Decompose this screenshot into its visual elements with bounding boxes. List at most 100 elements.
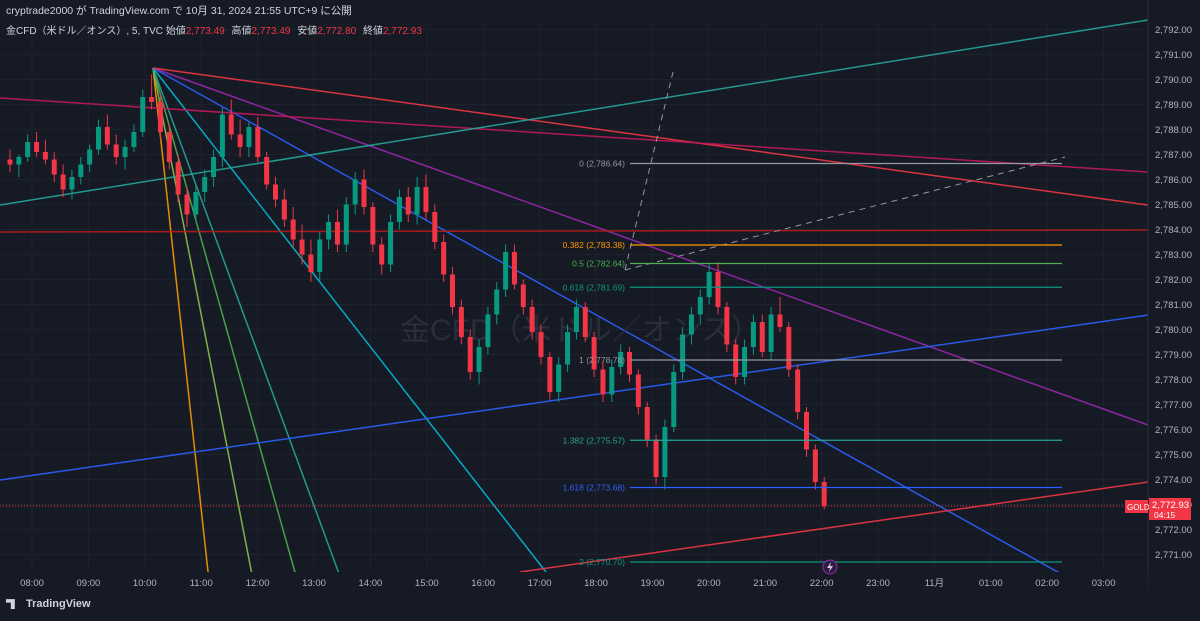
price-axis-bg [1148,0,1200,590]
time-tick-label: 15:00 [415,578,439,589]
tv-logo-icon [6,599,15,610]
candle-body [361,179,367,207]
candle-body [671,372,677,427]
candle-body [724,307,730,345]
candle-body [51,159,57,175]
candle-body [680,334,686,372]
candle-body [104,127,110,145]
candle-body [821,482,827,507]
candle-body [264,157,270,185]
close-value: 2,772.93 [382,26,422,37]
candle-body [653,439,659,477]
time-tick-label: 23:00 [866,578,890,589]
candle-body [538,332,544,357]
candle-body [520,284,526,307]
candle-body [804,412,809,450]
drawing-line [152,67,1149,426]
fib-levels: 0 (2,786.64) 0.382 (2,783.38) 0.5 (2,782.6… [563,159,1062,567]
candle-body [547,357,553,392]
last-price-symbol: GOLD [1127,503,1150,512]
candle-body [688,314,694,335]
candle-body [777,314,783,327]
candle-body [503,252,509,290]
candle-body [219,114,225,157]
time-axis[interactable]: 08:00 09:00 10:00 11:00 12:00 13:00 14:00 15:00… [0,572,1148,592]
price-tick-label: 2,784.00 [1155,225,1192,236]
candle-body [618,352,624,367]
candle-body [388,222,394,265]
candle-body [600,369,606,395]
price-axis[interactable]: 2,771.002,772.002,773.002,774.002,775.00… [1147,0,1200,590]
time-tick-label: 11:00 [190,578,213,589]
candle-body [290,219,296,240]
drawing-line [152,67,301,591]
candle-body [405,197,411,215]
time-tick-label: 20:00 [697,578,721,589]
last-price-countdown: 04:15 [1154,510,1176,520]
candle-body [166,132,172,162]
candle-body [662,427,668,477]
candle-body [34,142,40,152]
price-tick-label: 2,777.00 [1155,400,1192,411]
candle-body [273,184,278,200]
drawing-line [0,229,1149,233]
publisher-info: cryptrade2000 が TradingView.com で 10月 31… [6,5,352,17]
time-tick-label: 03:00 [1092,578,1116,589]
lightning-icon[interactable] [822,559,838,575]
price-tick-label: 2,776.00 [1155,425,1192,436]
fib-level-label: 1.382 (2,775.57) [563,435,626,445]
candle-body [42,152,48,160]
candle-body [299,239,305,255]
candle-body [343,204,349,245]
grid [0,22,1148,572]
price-tick-label: 2,785.00 [1155,200,1192,211]
candle-body [193,192,199,215]
candle-body [423,187,429,212]
candle-body [246,127,252,147]
candle-body [414,187,420,215]
high-value: 2,773.49 [251,26,291,37]
candle-body [759,322,765,352]
candle-body [768,314,774,352]
price-tick-label: 2,786.00 [1155,175,1192,186]
candle-body [450,274,455,307]
candle-body [467,337,473,372]
price-tick-label: 2,788.00 [1155,125,1192,136]
watermark: 金CFD（米ドル／オンス） [400,314,761,347]
candle-body [795,369,801,412]
price-tick-label: 2,771.00 [1155,550,1192,561]
candle-body [511,252,517,285]
price-tick-label: 2,774.00 [1155,475,1192,486]
open-value: 2,773.49 [185,26,225,37]
candle-body [697,297,703,315]
time-tick-label: 02:00 [1035,578,1059,589]
low-value: 2,772.80 [317,26,357,37]
candle-body [556,364,562,392]
candle-body [715,272,721,307]
fib-level-label: 0 (2,786.64) [579,159,625,169]
drawing-line [519,481,1149,573]
candle-body [432,212,438,242]
time-tick-label: 12:00 [246,578,270,589]
drawing-line [152,67,211,591]
candle-body [733,344,739,377]
candle-body [60,174,66,190]
candle-body [175,162,181,195]
candle-body [281,199,287,220]
candle-body [352,179,358,205]
candle-body [326,222,332,240]
time-tick-label: 19:00 [641,578,665,589]
candle-body [591,337,597,370]
symbol-legend[interactable]: 金CFD（米ドル／オンス）, 5, TVC 始値2,773.49 高値2,773… [6,22,426,37]
price-tick-label: 2,778.00 [1155,375,1192,386]
fib-level-label: 1.618 (2,773.68) [563,483,626,493]
tradingview-logo[interactable]: TradingView [6,598,91,610]
low-label: 安値 [297,26,318,37]
candle-body [812,449,818,482]
price-tick-label: 2,792.00 [1155,25,1192,36]
candle-body [485,314,491,347]
candle-body [635,374,641,407]
instrument-name: 金CFD（米ドル／オンス）, 5, TVC [6,26,164,37]
